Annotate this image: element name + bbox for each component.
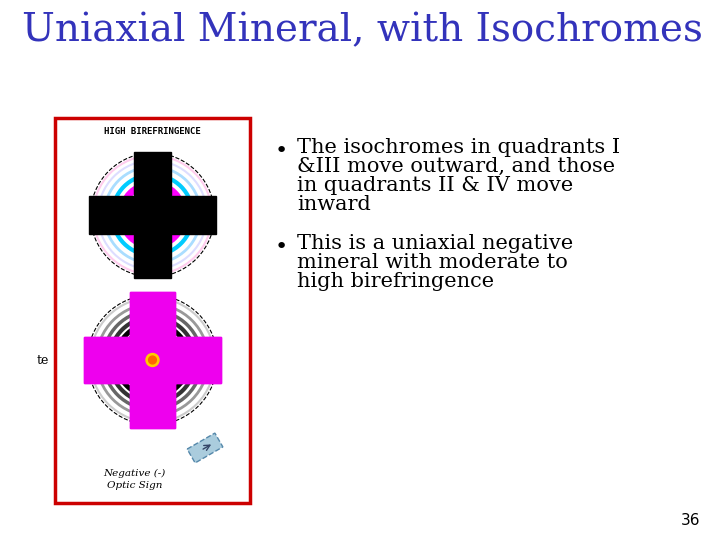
- Circle shape: [146, 354, 159, 367]
- Text: te: te: [37, 354, 49, 367]
- Circle shape: [146, 354, 159, 367]
- Circle shape: [150, 357, 155, 362]
- Circle shape: [148, 355, 157, 364]
- Bar: [130, 292, 175, 428]
- Circle shape: [128, 335, 151, 359]
- Circle shape: [153, 361, 177, 384]
- Text: •: •: [275, 237, 288, 257]
- Bar: [84, 338, 221, 383]
- Bar: [89, 197, 216, 234]
- Text: &III move outward, and those: &III move outward, and those: [297, 157, 615, 176]
- Bar: [55, 118, 250, 503]
- Text: mineral with moderate to: mineral with moderate to: [297, 253, 568, 272]
- Text: Uniaxial Mineral, with Isochromes: Uniaxial Mineral, with Isochromes: [22, 12, 703, 49]
- Bar: [130, 292, 175, 428]
- Circle shape: [128, 361, 151, 384]
- Text: 36: 36: [680, 513, 700, 528]
- Circle shape: [148, 355, 157, 364]
- Circle shape: [146, 354, 159, 367]
- Circle shape: [150, 357, 155, 362]
- Bar: [84, 338, 221, 383]
- Text: HIGH BIREFRINGENCE: HIGH BIREFRINGENCE: [104, 126, 201, 136]
- Circle shape: [153, 335, 177, 359]
- Circle shape: [148, 356, 156, 364]
- Text: in quadrants II & IV move: in quadrants II & IV move: [297, 176, 573, 195]
- Text: inward: inward: [297, 195, 371, 214]
- Text: •: •: [275, 141, 288, 161]
- Text: The isochromes in quadrants I: The isochromes in quadrants I: [297, 138, 620, 157]
- Text: high birefringence: high birefringence: [297, 272, 494, 291]
- Text: Negative (-): Negative (-): [104, 468, 166, 477]
- Text: Optic Sign: Optic Sign: [107, 482, 162, 490]
- Text: This is a uniaxial negative: This is a uniaxial negative: [297, 234, 573, 253]
- Bar: [134, 152, 171, 278]
- Polygon shape: [187, 433, 223, 463]
